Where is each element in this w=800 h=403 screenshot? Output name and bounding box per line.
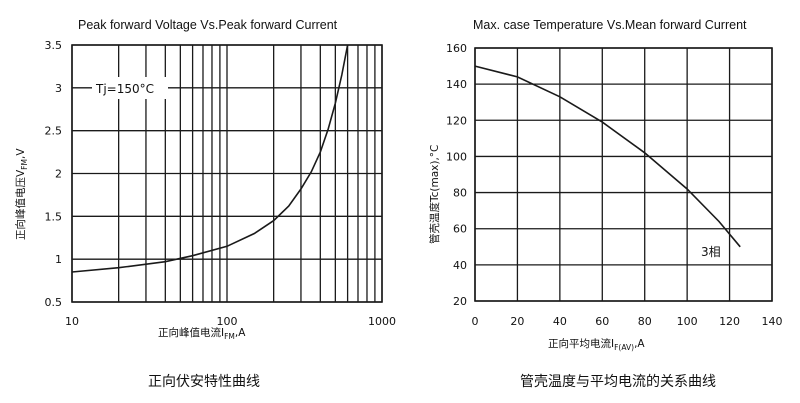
left-chart-series-line	[71, 44, 349, 273]
left-chart-ylabel: 正向峰值电压VFM,V	[14, 148, 29, 240]
right-chart-frame	[474, 47, 773, 302]
left-x-tick-label: 1000	[368, 315, 396, 328]
left-x-tick-label: 10	[65, 315, 79, 328]
right-chart-tick-labels: 0 20 40 60 80 100 120 140 20 40 60 80 100 120 140 160	[446, 42, 783, 328]
left-chart-caption: 正向伏安特性曲线	[148, 374, 260, 390]
right-x-tick-label: 20	[510, 315, 524, 328]
right-y-tick-label: 40	[453, 259, 467, 272]
right-x-tick-label: 80	[638, 315, 652, 328]
right-x-tick-label: 60	[595, 315, 609, 328]
right-y-tick-label: 120	[446, 114, 467, 127]
right-y-tick-label: 80	[453, 187, 467, 200]
left-y-tick-label: 3.5	[45, 39, 63, 52]
right-chart-caption: 管壳温度与平均电流的关系曲线	[520, 373, 716, 390]
right-x-tick-label: 140	[762, 315, 783, 328]
left-y-tick-label: 1	[55, 253, 62, 266]
left-x-tick-label: 100	[217, 315, 238, 328]
right-y-tick-label: 140	[446, 78, 467, 91]
left-y-tick-label: 2	[55, 168, 62, 181]
right-chart-series-line	[474, 65, 741, 248]
left-chart-xlabel: 正向峰值电流IFM,A	[158, 326, 246, 341]
right-x-tick-label: 40	[553, 315, 567, 328]
right-y-tick-label: 100	[446, 150, 467, 163]
right-chart-xlabel: 正向平均电流IF(AV),A	[548, 337, 645, 352]
left-chart-title: Peak forward Voltage Vs.Peak forward Cur…	[78, 18, 338, 32]
left-y-tick-label: 2.5	[45, 125, 63, 138]
left-y-tick-label: 1.5	[45, 210, 63, 223]
right-chart-grid	[474, 47, 773, 302]
left-chart-tick-labels: 10 100 1000 0.5 1 1.5 2 2.5 3 3.5	[45, 39, 397, 328]
left-chart-frame	[71, 44, 383, 303]
right-chart: 0 20 40 60 80 100 120 140 20 40 60 80 100 120 140 160 M…	[428, 18, 783, 390]
right-x-tick-label: 120	[719, 315, 740, 328]
right-y-tick-label: 60	[453, 223, 467, 236]
left-y-tick-label: 3	[55, 82, 62, 95]
left-chart-curve-layer	[71, 44, 349, 273]
left-annotation-bg	[92, 77, 168, 99]
left-chart-annotation: Tj=150°C	[95, 82, 154, 96]
right-chart-title: Max. case Temperature Vs.Mean forward Cu…	[473, 18, 747, 32]
right-x-tick-label: 100	[677, 315, 698, 328]
left-chart: 10 100 1000 0.5 1 1.5 2 2.5 3 3.5 Peak forward Vo…	[14, 18, 396, 390]
left-chart-grid	[71, 44, 383, 303]
right-y-tick-label: 160	[446, 42, 467, 55]
right-chart-series-label: 3相	[701, 245, 721, 259]
right-chart-curve-layer	[474, 65, 741, 248]
right-x-tick-label: 0	[472, 315, 479, 328]
right-y-tick-label: 20	[453, 295, 467, 308]
left-y-tick-label: 0.5	[45, 296, 63, 309]
right-chart-ylabel: 管壳温度Tc(max),°C	[428, 145, 441, 244]
